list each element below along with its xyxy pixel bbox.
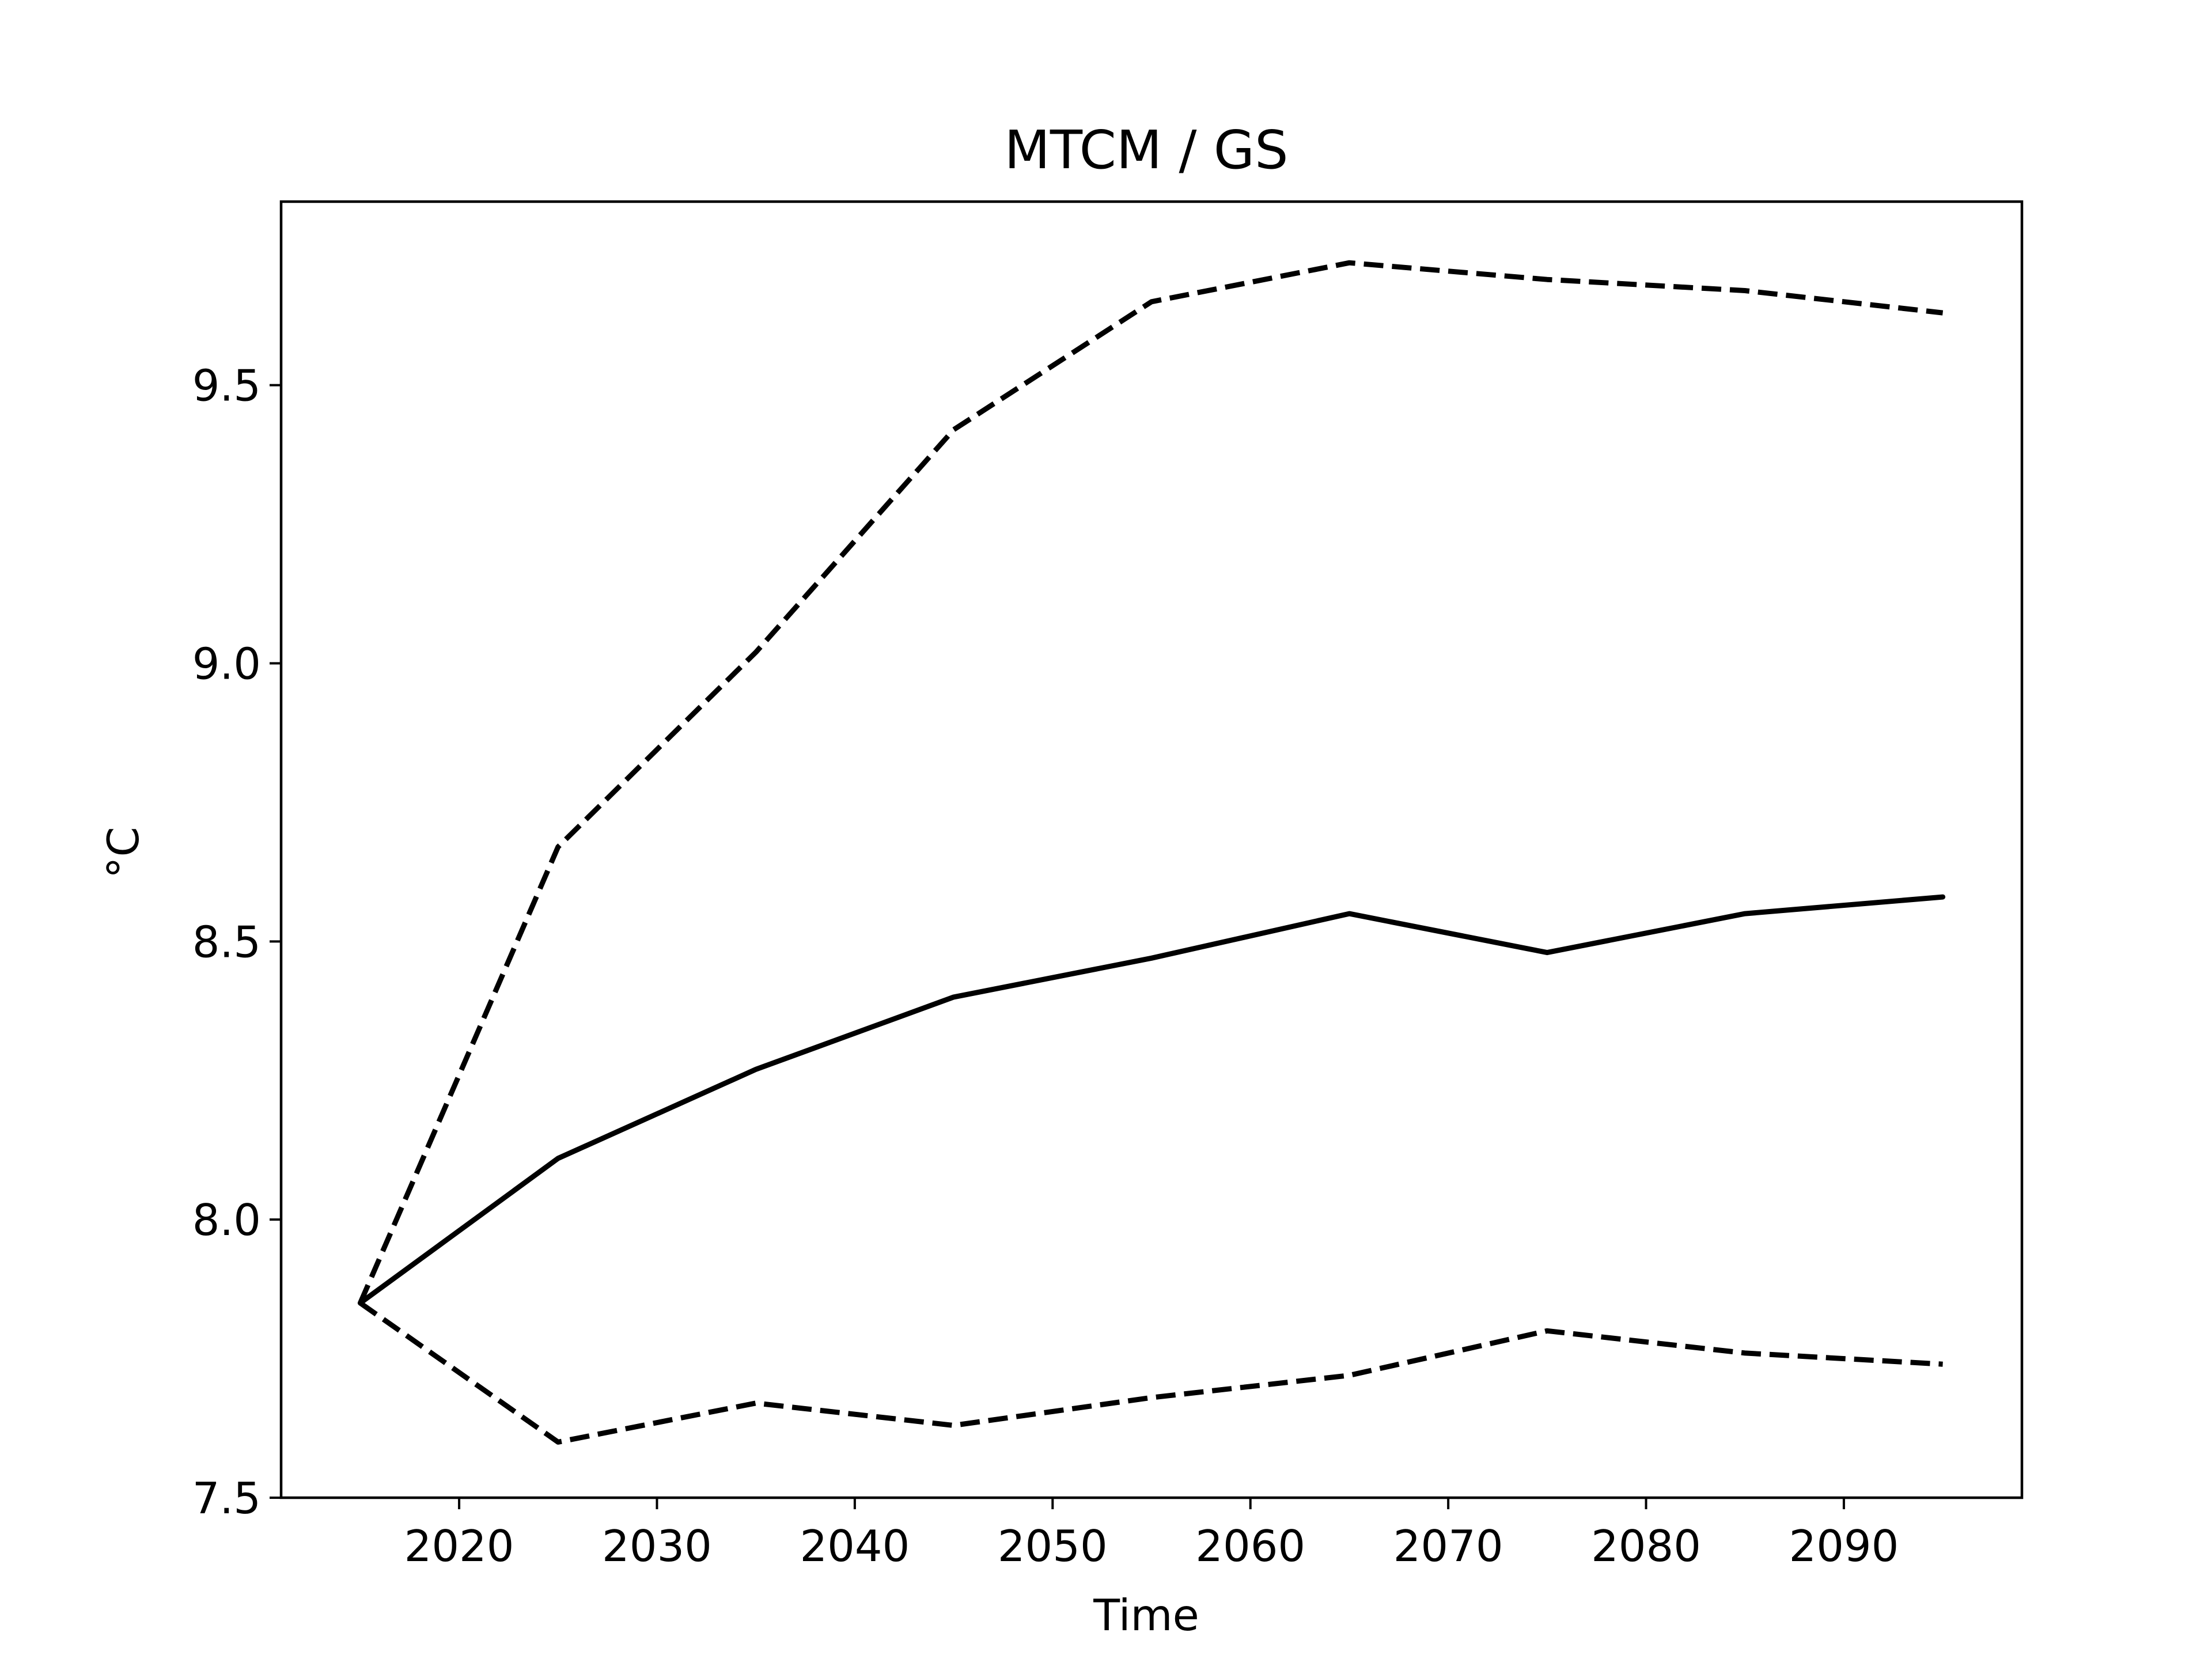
y-tick-label: 9.5 [192, 361, 261, 411]
upper-bound-series-line [358, 260, 1944, 1304]
x-tick-label: 2040 [800, 1521, 910, 1571]
x-tick-label: 2030 [602, 1521, 712, 1571]
y-tick-label: 9.0 [192, 639, 261, 690]
x-axis-label: Time [1093, 1590, 1199, 1641]
mean-series-line [357, 894, 1946, 1306]
x-tick-label: 2020 [404, 1521, 514, 1571]
chart-title: MTCM / GS [1005, 119, 1289, 181]
plot-area-frame [279, 200, 2024, 1499]
y-axis: 7.5 8.0 8.5 9.0 9.5 [192, 361, 281, 1524]
y-axis-label: °C [98, 827, 149, 878]
y-tick-label: 8.5 [192, 916, 261, 967]
x-tick-label: 2050 [998, 1521, 1108, 1571]
series-layer [357, 260, 1946, 1445]
y-tick-label: 8.0 [192, 1195, 261, 1245]
y-tick-label: 7.5 [192, 1473, 261, 1524]
x-tick-label: 2080 [1591, 1521, 1701, 1571]
x-tick-label: 2070 [1393, 1521, 1503, 1571]
x-tick-label: 2090 [1789, 1521, 1899, 1571]
x-tick-label: 2060 [1195, 1521, 1305, 1571]
x-axis: 2020 2030 2040 2050 2060 2070 2080 2090 [404, 1498, 1899, 1571]
